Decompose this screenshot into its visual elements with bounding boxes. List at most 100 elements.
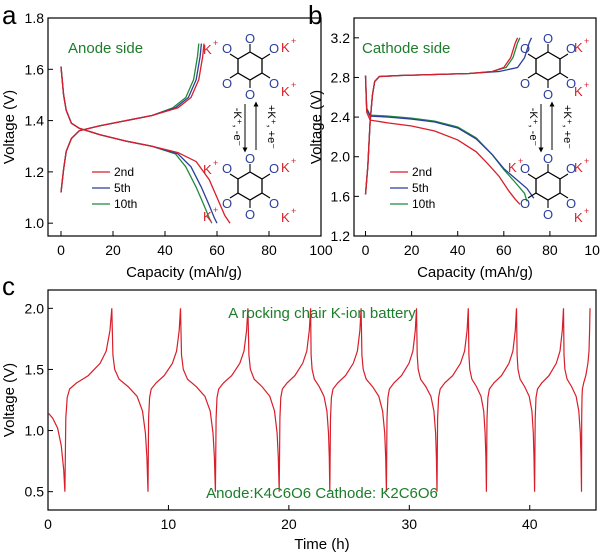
- panel-b-xtick-label: 100: [584, 242, 600, 258]
- panel-a-ticks: 0 20 40 60 80 100 1.0 1.2 1.4 1.6 1.8: [25, 10, 333, 258]
- svg-text:+: +: [584, 206, 589, 216]
- svg-text:O: O: [269, 76, 279, 91]
- panel-c-xtick-label: 20: [281, 516, 297, 532]
- molecule-a-bottom: O O O O O O K + K + K + K +: [203, 151, 296, 225]
- svg-text:K: K: [281, 40, 290, 55]
- panel-b-legend: 2nd 5th 10th: [390, 165, 435, 211]
- svg-text:O: O: [520, 76, 530, 91]
- legend-b-2nd-label: 2nd: [412, 165, 432, 179]
- panel-c-ticks: 0 10 20 30 40 0.5 1.0 1.5 2.0: [25, 300, 538, 532]
- panel-a-xtick-label: 80: [261, 242, 277, 258]
- molecule-b-bottom: O O O O O O K + K + K +: [508, 151, 589, 225]
- panel-a-ytick-label: 1.6: [25, 61, 45, 77]
- svg-text:O: O: [566, 41, 576, 56]
- series-a-2nd-discharge: [60, 66, 231, 224]
- panel-b-annotation: Cathode side: [362, 40, 450, 57]
- svg-text:K: K: [281, 160, 290, 175]
- panel-c-xtick-label: 0: [44, 516, 52, 532]
- panel-a-xtick-label: 20: [105, 242, 121, 258]
- reaction-a-bottom-label: -K⁺, -e⁻: [231, 108, 243, 147]
- svg-text:O: O: [520, 41, 530, 56]
- svg-text:+: +: [213, 205, 218, 215]
- panel-b-xtick-label: 60: [496, 242, 512, 258]
- panel-a-annotation: Anode side: [68, 40, 143, 57]
- svg-text:K: K: [508, 160, 517, 175]
- panel-a-xtick-label: 100: [309, 242, 333, 258]
- svg-text:K: K: [203, 42, 212, 57]
- svg-text:O: O: [269, 41, 279, 56]
- reaction-b-top-label: +K⁺, +e⁻: [561, 105, 573, 149]
- panel-a-ytick-label: 1.2: [25, 164, 45, 180]
- svg-text:O: O: [222, 76, 232, 91]
- panel-c-letter: c: [2, 271, 15, 301]
- svg-text:K: K: [574, 84, 583, 99]
- svg-text:O: O: [269, 196, 279, 211]
- panel-b-ytick-label: 2.4: [331, 109, 351, 125]
- panel-b-reaction-scheme: O O O O O O K + K + +K⁺, +e⁻ -K⁺, -e⁻: [508, 31, 589, 225]
- legend-b-5th-label: 5th: [412, 181, 429, 195]
- panel-b-ytick-label: 1.2: [331, 228, 351, 244]
- panel-c-ylabel: Voltage (V): [1, 363, 18, 437]
- panel-c-series: [48, 308, 591, 492]
- svg-text:+: +: [291, 36, 296, 46]
- svg-text:+: +: [291, 156, 296, 166]
- panel-b-ytick-label: 2.8: [331, 69, 351, 85]
- svg-text:K: K: [574, 160, 583, 175]
- panel-a-reaction-scheme: O O O O O O K + K + K + +K⁺, +e⁻ -K⁺, -e…: [203, 31, 296, 225]
- series-b-2nd-charge: [364, 37, 519, 195]
- panel-a-legend: 2nd 5th 10th: [92, 165, 137, 211]
- svg-text:O: O: [543, 207, 553, 222]
- svg-text:+: +: [291, 206, 296, 216]
- svg-text:K: K: [281, 210, 290, 225]
- panel-a-xtick-label: 60: [209, 242, 225, 258]
- svg-text:O: O: [245, 151, 255, 166]
- svg-text:K: K: [281, 84, 290, 99]
- panel-b-xtick-label: 80: [542, 242, 558, 258]
- series-b-2nd-discharge: [364, 75, 521, 205]
- svg-text:+: +: [213, 38, 218, 48]
- svg-text:O: O: [566, 161, 576, 176]
- panel-c-annotation-top: A rocking chair K-ion battery: [228, 305, 416, 322]
- panel-c-xtick-label: 40: [522, 516, 538, 532]
- svg-text:+: +: [584, 80, 589, 90]
- svg-text:O: O: [222, 161, 232, 176]
- molecule-a-top: O O O O O O K + K + K +: [203, 31, 296, 102]
- panel-b-ticks: 0 20 40 60 80 100 1.2 1.6 2.0 2.4 2.8 3.2: [331, 30, 600, 258]
- molecule-b-top: O O O O O O K + K +: [520, 31, 589, 102]
- panel-c: c 0 10 20 30 40 0.5 1.0 1.5 2.0 Time (h) Voltage…: [1, 271, 597, 552]
- panel-b-ytick-label: 2.0: [331, 149, 351, 165]
- svg-text:O: O: [520, 196, 530, 211]
- svg-text:O: O: [222, 196, 232, 211]
- legend-a-10th-label: 10th: [114, 197, 137, 211]
- svg-text:+: +: [584, 36, 589, 46]
- panel-b-xtick-label: 40: [450, 242, 466, 258]
- svg-text:+: +: [213, 158, 218, 168]
- panel-c-ytick-label: 0.5: [25, 484, 45, 500]
- panel-b-series: [364, 37, 535, 205]
- panel-a: a 0 20 40 60 80 100 1.0 1.2 1.4 1.6 1.8 Capacity (…: [1, 0, 333, 281]
- panel-b-ytick-label: 3.2: [331, 30, 351, 46]
- panel-c-annotation-bottom: Anode:K4C6O6 Cathode: K2C6O6: [206, 485, 438, 502]
- panel-b-xtick-label: 0: [362, 242, 370, 258]
- svg-text:O: O: [566, 196, 576, 211]
- svg-text:K: K: [203, 209, 212, 224]
- svg-text:O: O: [543, 151, 553, 166]
- panel-a-ylabel: Voltage (V): [1, 90, 18, 164]
- svg-text:O: O: [222, 41, 232, 56]
- panel-c-ytick-label: 2.0: [25, 300, 45, 316]
- svg-text:O: O: [245, 207, 255, 222]
- legend-a-2nd-label: 2nd: [114, 165, 134, 179]
- svg-text:+: +: [584, 156, 589, 166]
- panel-c-ytick-label: 1.0: [25, 423, 45, 439]
- panel-b-xlabel: Capacity (mAh/g): [417, 264, 533, 281]
- panel-c-frame: [47, 289, 597, 511]
- series-c-voltage-time: [48, 308, 591, 492]
- panel-a-xtick-label: 40: [157, 242, 173, 258]
- panel-b-xtick-label: 20: [404, 242, 420, 258]
- svg-text:K: K: [574, 40, 583, 55]
- series-a-2nd-charge: [60, 43, 205, 193]
- svg-text:K: K: [574, 210, 583, 225]
- svg-text:K: K: [203, 162, 212, 177]
